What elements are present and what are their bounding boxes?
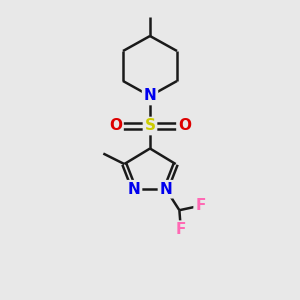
Text: O: O [178,118,191,134]
Text: N: N [160,182,172,197]
Text: F: F [176,222,186,237]
Text: S: S [145,118,155,134]
Text: F: F [195,198,206,213]
Text: N: N [144,88,156,104]
Text: O: O [109,118,122,134]
Text: N: N [128,182,140,197]
